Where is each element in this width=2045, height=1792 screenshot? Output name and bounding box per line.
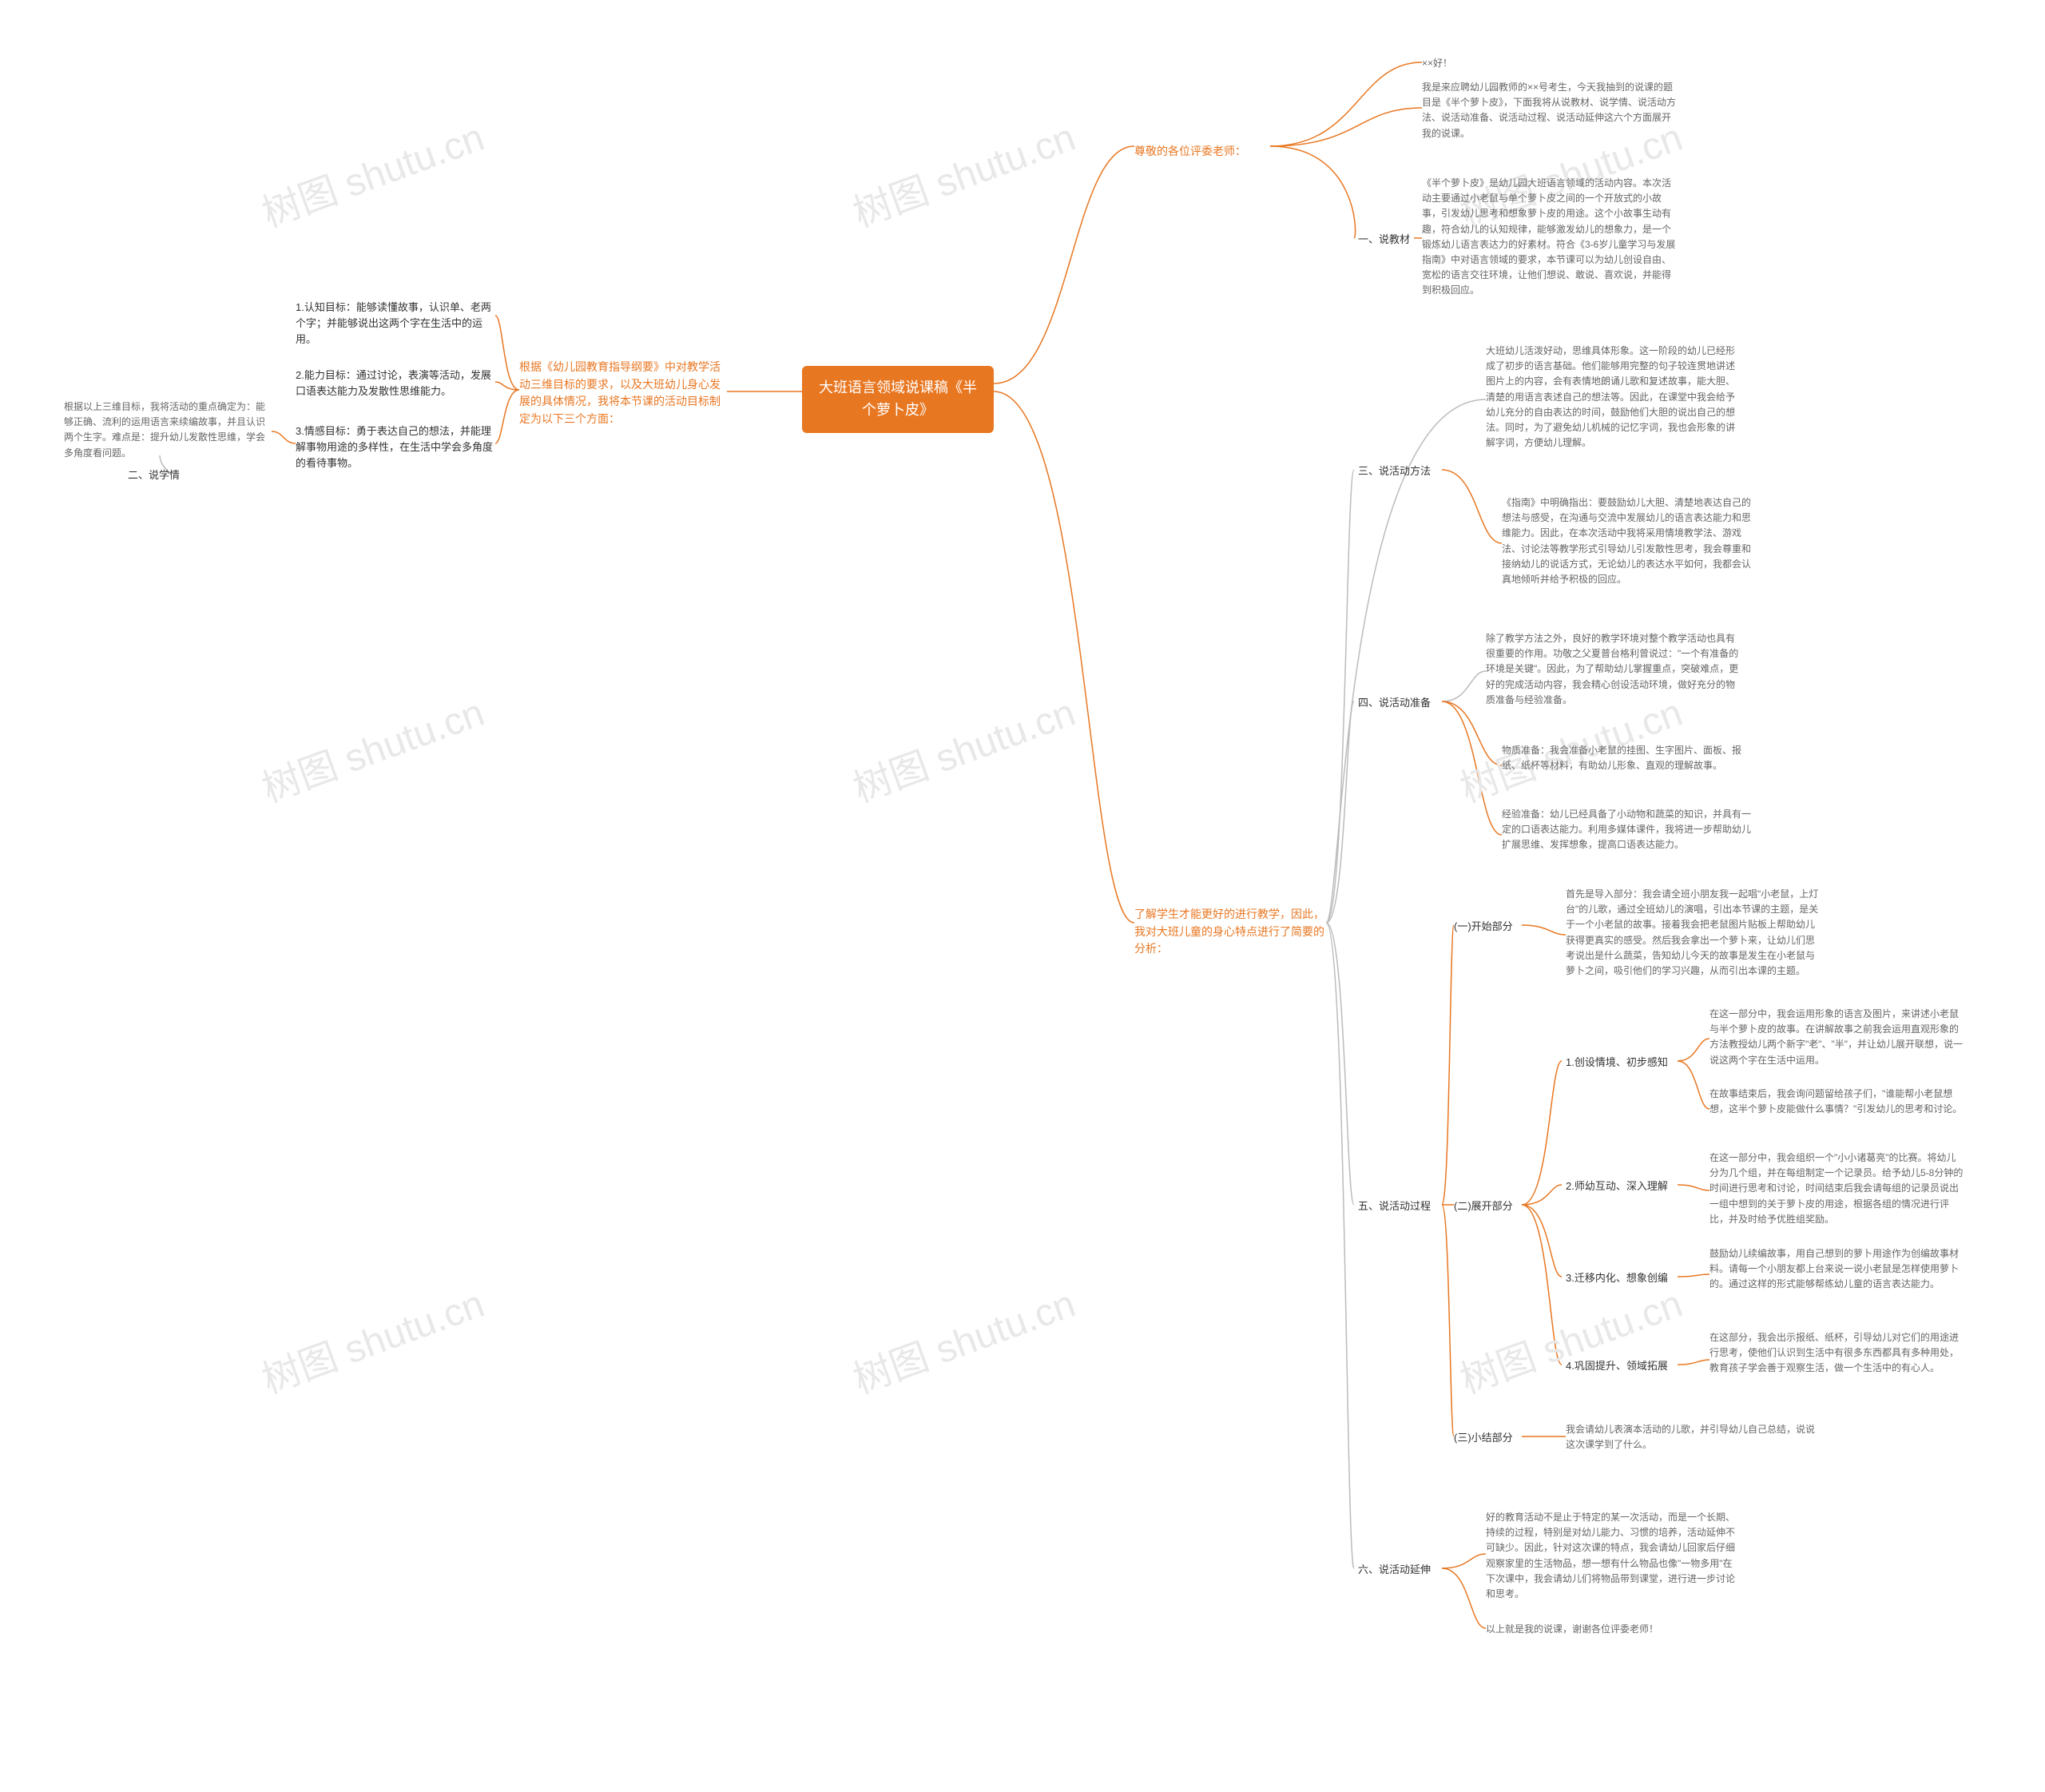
r2c-label: 五、说活动过程 [1358,1198,1454,1214]
r2b-text: 物质准备：我会准备小老鼠的挂图、生字图片、面板、报纸、纸杯等材料，有助幼儿形象、… [1502,743,1757,773]
r2b-text2: 经验准备：幼儿已经具备了小动物和蔬菜的知识，并具有一定的口语表达能力。利用多媒体… [1502,807,1757,853]
watermark: 树图 shutu.cn [1451,1272,1689,1404]
r2c-g3-text: 我会请幼儿表演本活动的儿歌，并引导幼儿自己总结，说说这次课学到了什么。 [1566,1422,1821,1452]
objective-3: 3.情感目标：勇于表达自己的想法，并能理解事物用途的多样性，在生活中学会多角度的… [296,423,495,471]
r2c-g2-i2-t1: 在这一部分中，我会组织一个"小小诸葛亮"的比赛。将幼儿分为几个组，并在每组制定一… [1709,1150,1965,1227]
r1-b: 我是来应聘幼儿园教师的××号考生，今天我抽到的说课的题目是《半个萝卜皮》，下面我… [1422,80,1678,141]
r2d-text: 好的教育活动不是止于特定的某一次活动，而是一个长期、持续的过程，特别是对幼儿能力… [1486,1510,1741,1602]
watermark: 树图 shutu.cn [253,1272,490,1404]
r2c-g2-i3-label: 3.迁移内化、想象创编 [1566,1270,1694,1286]
r2c-g2-i1-t1: 在这一部分中，我会运用形象的语言及图片，来讲述小老鼠与半个萝卜皮的故事。在讲解故… [1709,1007,1965,1068]
objective-1: 1.认知目标：能够读懂故事，认识单、老两个字；并能够说出这两个字在生活中的运用。 [296,300,495,348]
r1-c-label: 一、说教材 [1358,232,1430,248]
watermark: 树图 shutu.cn [844,681,1082,813]
r2a-pre: 大班幼儿活泼好动，思维具体形象。这一阶段的幼儿已经形成了初步的语言基础。他们能够… [1486,344,1741,451]
r2c-g1-label: (一)开始部分 [1454,919,1534,935]
r1-a: ××好！ [1422,56,1662,71]
r2c-g2-i4-label: 4.巩固提升、领域拓展 [1566,1358,1694,1374]
r2a-label: 三、说活动方法 [1358,463,1454,479]
r2c-g2-i3-t1: 鼓励幼儿续编故事，用自己想到的萝卜用途作为创编故事材料。请每一个小朋友都上台来说… [1709,1246,1965,1293]
watermark: 树图 shutu.cn [844,1272,1082,1404]
r2c-g2-label: (二)展开部分 [1454,1198,1534,1214]
left-focus: 根据以上三维目标，我将活动的重点确定为：能够正确、流利的运用语言来续编故事，并且… [64,399,272,461]
left-branch-objectives[interactable]: 根据《幼儿园教育指导纲要》中对教学活动三维目标的要求，以及大班幼儿身心发展的具体… [519,356,727,431]
r2b-label: 四、说活动准备 [1358,695,1454,711]
r2c-g2-i1-t2: 在故事结束后，我会询问题留给孩子们，"谁能帮小老鼠想想，这半个萝卜皮能做什么事情… [1709,1087,1965,1117]
root-node[interactable]: 大班语言领域说课稿《半个萝卜皮》 [802,366,994,433]
r2c-g2-i2-label: 2.师幼互动、深入理解 [1566,1178,1694,1194]
r2c-g3-label: (三)小结部分 [1454,1430,1534,1446]
r2c-g2-i4-t1: 在这部分，我会出示报纸、纸杯，引导幼儿对它们的用途进行思考，使他们认识到生活中有… [1709,1330,1965,1377]
watermark: 树图 shutu.cn [844,105,1082,237]
r1-c: 《半个萝卜皮》是幼儿园大班语言领域的活动内容。本次活动主要通过小老鼠与单个萝卜皮… [1422,176,1678,299]
r2c-g1-text: 首先是导入部分：我会请全班小朋友我一起唱"小老鼠，上灯台"的儿歌，通过全班幼儿的… [1566,887,1821,979]
r2d-label: 六、说活动延伸 [1358,1562,1454,1578]
right-greeting[interactable]: 尊敬的各位评委老师： [1134,140,1270,164]
watermark: 树图 shutu.cn [253,681,490,813]
r2b-pre: 除了教学方法之外，良好的教学环境对整个教学活动也具有很重要的作用。功敬之父夏普台… [1486,631,1741,708]
r2c-g2-i1-label: 1.创设情境、初步感知 [1566,1055,1694,1071]
r2a-text: 《指南》中明确指出：要鼓励幼儿大胆、清楚地表达自己的想法与感受，在沟通与交流中发… [1502,495,1757,587]
watermark: 树图 shutu.cn [253,105,490,237]
left-section-2: 二、说学情 [128,467,224,483]
right-analysis[interactable]: 了解学生才能更好的进行教学，因此，我对大班儿童的身心特点进行了简要的分析： [1134,903,1326,961]
r2d-text2: 以上就是我的说课，谢谢各位评委老师！ [1486,1622,1741,1637]
objective-2: 2.能力目标：通过讨论，表演等活动，发展口语表达能力及发散性思维能力。 [296,368,495,399]
